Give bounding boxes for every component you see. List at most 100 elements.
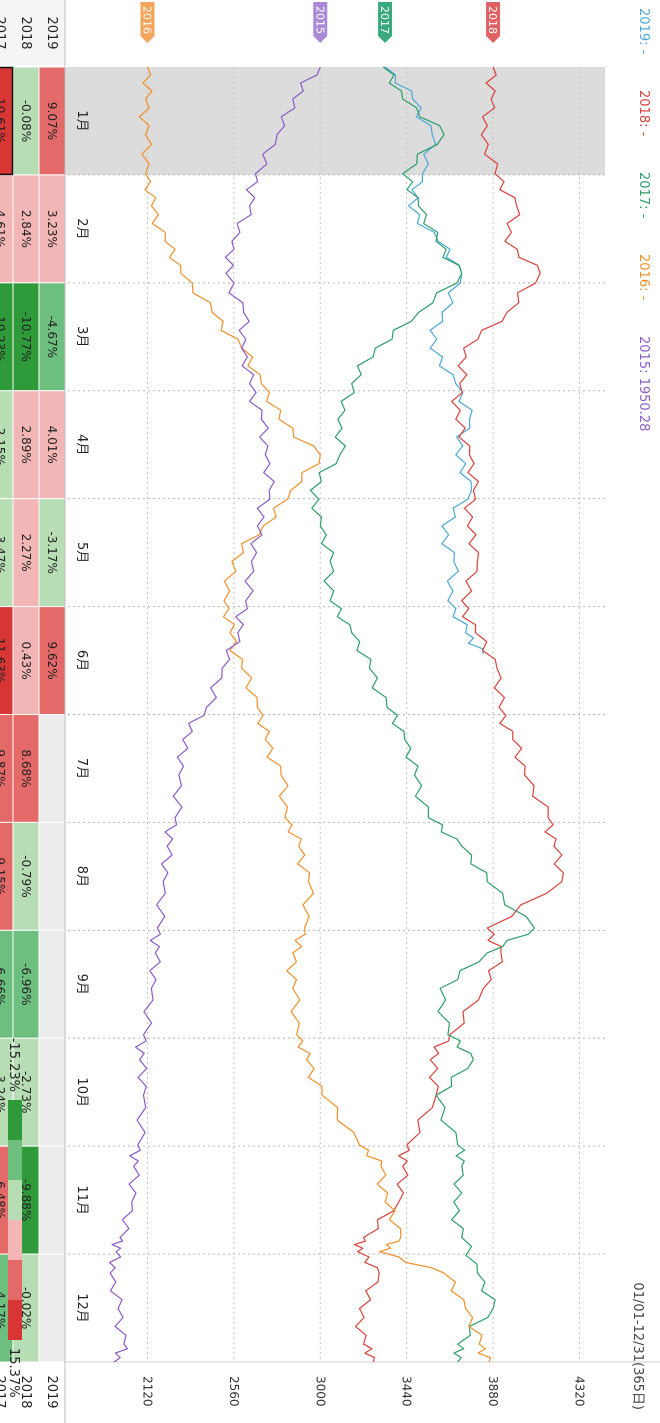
month-label-2: 2月 [74,218,89,239]
year-label-left: 2019 [44,16,59,49]
table-cell-value: 9.62% [45,641,59,679]
scale-swatch-0 [8,1100,22,1140]
table-cell [0,1037,14,1147]
date-range-label: 01/01-12/31(365日) [630,1282,645,1410]
scale-max-label: 15.37% [6,1348,21,1398]
legend-item-2: 2017: - [636,172,651,219]
flag-marker-2015 [313,2,328,43]
table-cell [0,390,14,500]
table-cell-value: 2.84% [19,210,33,248]
table-cell-value: 9.15% [0,857,7,895]
month-label-9: 9月 [74,974,89,995]
legend-item-3: 2016: - [636,254,651,301]
table-cell-value: -0.02% [19,1287,33,1329]
month-label-12: 12月 [74,1293,89,1323]
table-cell [0,929,14,1039]
table-cell [38,1253,66,1363]
table-cell-value: 2.27% [19,534,33,572]
legend-item-1: 2018: - [636,90,651,137]
year-label-left: 2017 [0,16,7,49]
table-cell [38,1037,66,1147]
table-cell-value: -10.77% [19,312,33,362]
table-cell-value: -10.23% [0,312,7,362]
flag-marker-2016 [140,2,155,43]
month-label-4: 4月 [74,434,89,455]
selected-cell-outline [0,66,14,176]
table-cell [38,821,66,931]
table-cell-value: -6.66% [0,963,7,1005]
year-label-right: 2019 [44,1375,59,1408]
table-cell [0,714,14,823]
year-label-right: 2017 [0,1375,7,1408]
series-line-2019 [384,66,484,655]
table-cell-value: -3.17% [45,531,59,573]
table-cell-value: 11.63% [0,638,7,684]
table-cell-value: -2.15% [0,423,7,465]
table-cell [0,606,14,715]
color-scale: -15.23% 15.37% [6,1038,22,1398]
flag-label: 2017 [378,6,391,34]
highlight-month-band [65,67,605,175]
row-label-column [0,0,65,65]
table-cell [38,714,66,823]
table-cell-value: 6.48% [0,1181,7,1219]
y-tick-label: 3000 [313,1376,327,1407]
month-label-6: 6月 [74,650,89,671]
table-cell-value: -6.96% [19,963,33,1005]
table-cell-value: 10.61% [0,98,7,144]
table-cell-value: 8.68% [19,749,33,787]
month-label-5: 5月 [74,542,89,563]
series-line-2018 [353,66,564,1363]
table-cell [38,1145,66,1255]
flag-marker-2018 [486,2,501,43]
y-tick-label: 2120 [140,1376,154,1407]
series-line-2017 [309,66,535,1363]
year-label-right: 2018 [18,1375,33,1408]
table-cell-value: -0.79% [19,855,33,897]
y-tick-label: 3440 [400,1376,414,1407]
month-label-11: 11月 [74,1185,89,1215]
flag-label: 2016 [140,6,153,34]
scale-min-label: -15.23% [6,1038,21,1092]
table-cell [0,282,14,392]
flag-marker-2017 [378,2,393,43]
table-cell [0,174,14,284]
month-label-7: 7月 [74,758,89,779]
y-tick-label: 2560 [227,1376,241,1407]
table-cell-value: 9.07% [45,102,59,140]
table-cell-value: -4.17% [0,1287,7,1329]
scale-swatch-4 [8,1260,22,1300]
year-label-left: 2018 [18,16,33,49]
monthly-returns-table: 1月 2月 3月 4月 5月 6月 7月 8月 9月 10月 11月 12月 2019 2019 9.07%… [0,0,89,1423]
table-cell-value: 9.87% [0,749,7,787]
series-line-2016 [138,66,491,1363]
table-cell [38,929,66,1039]
scale-swatch-2 [8,1180,22,1220]
legend-item-4: 2015: 1950.28 [636,336,651,431]
y-tick-label: 4320 [572,1376,586,1407]
month-label-3: 3月 [74,326,89,347]
scale-swatch-1 [8,1140,22,1180]
y-tick-label: 3880 [486,1376,500,1407]
legend-item-0: 2019: - [636,8,651,55]
table-cell-value: -3.47% [0,531,7,573]
table-cell [0,498,14,608]
month-label-10: 10月 [74,1077,89,1107]
table-cell-value: -3.24% [0,1071,7,1113]
table-cell-value: 4.61% [0,210,7,248]
table-cell-value: 3.23% [45,210,59,248]
scale-swatch-5 [8,1300,22,1340]
table-cell-value: -9.88% [19,1179,33,1221]
month-label-8: 8月 [74,866,89,887]
table-cell-value: 0.43% [19,641,33,679]
scale-swatch-3 [8,1220,22,1260]
series-line-2015 [108,66,321,1363]
flag-label: 2015 [313,6,326,34]
table-cell [0,821,14,931]
flag-label: 2018 [486,6,499,34]
table-cell-value: -4.67% [45,316,59,358]
month-label-1: 1月 [74,110,89,131]
